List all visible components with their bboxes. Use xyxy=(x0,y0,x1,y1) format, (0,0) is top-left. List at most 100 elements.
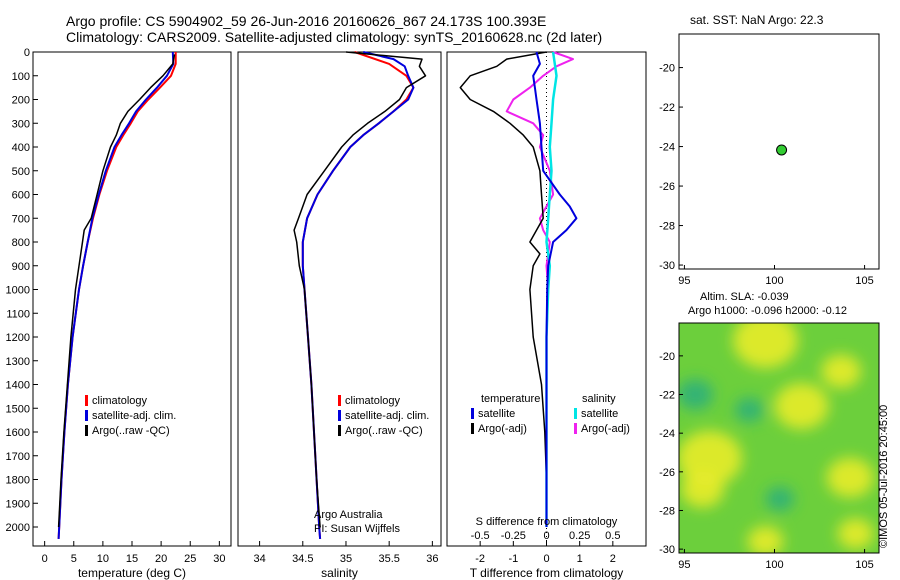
depth-tick-label: 800 xyxy=(12,237,30,249)
position-x-tick-label: 105 xyxy=(855,275,873,287)
position-y-tick-label: -22 xyxy=(659,102,675,114)
depth-tick-label: 1100 xyxy=(6,308,30,320)
depth-tick-label: 100 xyxy=(12,71,30,83)
sla-cell xyxy=(821,354,861,389)
sla_map-x-tick-label: 100 xyxy=(765,559,783,571)
position-y-tick-label: -30 xyxy=(659,260,675,272)
sla_map-y-tick-label: -22 xyxy=(659,390,675,402)
position-y-tick-label: -24 xyxy=(659,142,675,154)
sla_map-y-tick-label: -26 xyxy=(659,467,675,479)
salinity-x-tick-label: 35 xyxy=(340,553,352,565)
argo-position-marker xyxy=(776,144,788,156)
salinity-series-climatology xyxy=(301,51,415,539)
argo-height-label: Argo h1000: -0.096 h2000: -0.12 xyxy=(688,305,848,317)
salinity-x-tick-label: 35.5 xyxy=(378,553,399,565)
sla_map-x-tick-label: 105 xyxy=(855,559,873,571)
difference-s-tick-label: 0 xyxy=(543,530,549,542)
temperature-x-tick-label: 10 xyxy=(97,553,109,565)
position-x-tick-label: 100 xyxy=(765,275,783,287)
depth-tick-label: 0 xyxy=(24,47,30,59)
salinity-legend-label: Argo(..raw -QC) xyxy=(345,425,423,437)
profile-title: Argo profile: CS 5904902_59 26-Jun-2016 … xyxy=(66,13,547,29)
position-x-tick-label: 95 xyxy=(678,275,690,287)
difference-x-axis-label: T difference from climatology xyxy=(470,566,624,580)
sla-heatmap xyxy=(679,323,879,553)
difference-series-temperature-argo-adj- xyxy=(459,51,548,527)
salinity-plot-frame xyxy=(237,51,442,547)
salinity-legend-label: climatology xyxy=(345,395,401,407)
temperature-legend-label: Argo(..raw -QC) xyxy=(92,425,170,437)
salinity-legend-swatch xyxy=(338,395,341,406)
sla_map-y-tick-label: -28 xyxy=(659,505,675,517)
difference-salinity-legend-label: Argo(-adj) xyxy=(581,423,630,435)
depth-tick-label: 1400 xyxy=(6,380,30,392)
depth-tick-label: 1800 xyxy=(6,475,30,487)
difference-x-tick-label: -1 xyxy=(508,553,518,565)
salinity-annotation-pi: PI: Susan Wijffels xyxy=(314,523,400,535)
depth-tick-label: 2000 xyxy=(6,522,30,534)
temperature-series-satellite-adj-clim- xyxy=(57,51,175,539)
depth-tick-label: 1500 xyxy=(6,403,30,415)
difference-x-tick-label: -2 xyxy=(475,553,485,565)
sla-cell xyxy=(826,457,874,498)
temperature-x-tick-label: 15 xyxy=(126,553,138,565)
depth-tick-label: 200 xyxy=(12,95,30,107)
sla-cell xyxy=(747,526,784,553)
temperature-legend-swatch xyxy=(85,395,88,406)
temperature-x-tick-label: 30 xyxy=(213,553,225,565)
difference-s-tick-label: 0.25 xyxy=(569,530,590,542)
salinity-x-axis-label: salinity xyxy=(321,566,358,580)
depth-tick-label: 1000 xyxy=(6,285,30,297)
salinity-legend-swatch xyxy=(338,425,341,436)
temperature-legend-swatch xyxy=(85,410,88,421)
depth-tick-label: 700 xyxy=(12,213,30,225)
temperature-legend-label: satellite-adj. clim. xyxy=(92,410,176,422)
salinity-x-tick-label: 34 xyxy=(253,553,265,565)
climatology-title: Climatology: CARS2009. Satellite-adjuste… xyxy=(66,29,603,45)
salinity-x-tick-label: 34.5 xyxy=(292,553,313,565)
difference-temperature-legend-swatch xyxy=(471,408,474,419)
sla_map-x-tick-label: 95 xyxy=(678,559,690,571)
temperature-x-axis-label: temperature (deg C) xyxy=(78,566,186,580)
difference-series-temperature-satellite xyxy=(532,51,578,527)
difference-s-tick-label: -0.5 xyxy=(471,530,490,542)
sla-cell xyxy=(837,518,874,549)
temperature-legend-swatch xyxy=(85,425,88,436)
depth-tick-label: 400 xyxy=(12,142,30,154)
depth-tick-label: 1300 xyxy=(6,356,30,368)
difference-x-tick-label: 2 xyxy=(610,553,616,565)
temperature-x-tick-label: 5 xyxy=(71,553,77,565)
altim-sla-label: Altim. SLA: -0.039 xyxy=(700,291,789,303)
sla-cell xyxy=(774,383,829,430)
difference-salinity-legend-label: satellite xyxy=(581,408,618,420)
salinity-legend-swatch xyxy=(338,410,341,421)
temperature-x-tick-label: 20 xyxy=(155,553,167,565)
difference-temperature-legend-label: satellite xyxy=(478,408,515,420)
depth-tick-label: 300 xyxy=(12,118,30,130)
position-y-tick-label: -26 xyxy=(659,181,675,193)
sla_map-y-tick-label: -20 xyxy=(659,351,675,363)
salinity-legend-label: satellite-adj. clim. xyxy=(345,410,429,422)
depth-tick-label: 1700 xyxy=(6,451,30,463)
sat-sst-title: sat. SST: NaN Argo: 22.3 xyxy=(690,13,824,27)
sla-cell xyxy=(733,323,798,368)
depth-tick-label: 1900 xyxy=(6,498,30,510)
salinity-annotation-institution: Argo Australia xyxy=(314,509,383,521)
salinity-series-argo-raw-qc- xyxy=(293,51,427,528)
difference-s-tick-label: -0.25 xyxy=(501,530,526,542)
depth-tick-label: 1200 xyxy=(6,332,30,344)
temperature-x-tick-label: 25 xyxy=(184,553,196,565)
difference-legend-header-salinity: salinity xyxy=(582,393,616,405)
temperature-series-argo-raw-qc- xyxy=(57,54,176,528)
sla-cell xyxy=(679,379,714,410)
position-y-tick-label: -28 xyxy=(659,221,675,233)
sla_map-frame xyxy=(678,322,880,554)
difference-s-tick-label: 0.5 xyxy=(605,530,620,542)
temperature-legend-label: climatology xyxy=(92,395,148,407)
depth-tick-label: 900 xyxy=(12,261,30,273)
sla-cell xyxy=(680,470,725,508)
difference-temperature-legend-label: Argo(-adj) xyxy=(478,423,527,435)
sla_map-y-tick-label: -30 xyxy=(659,544,675,556)
position-y-tick-label: -20 xyxy=(659,63,675,75)
